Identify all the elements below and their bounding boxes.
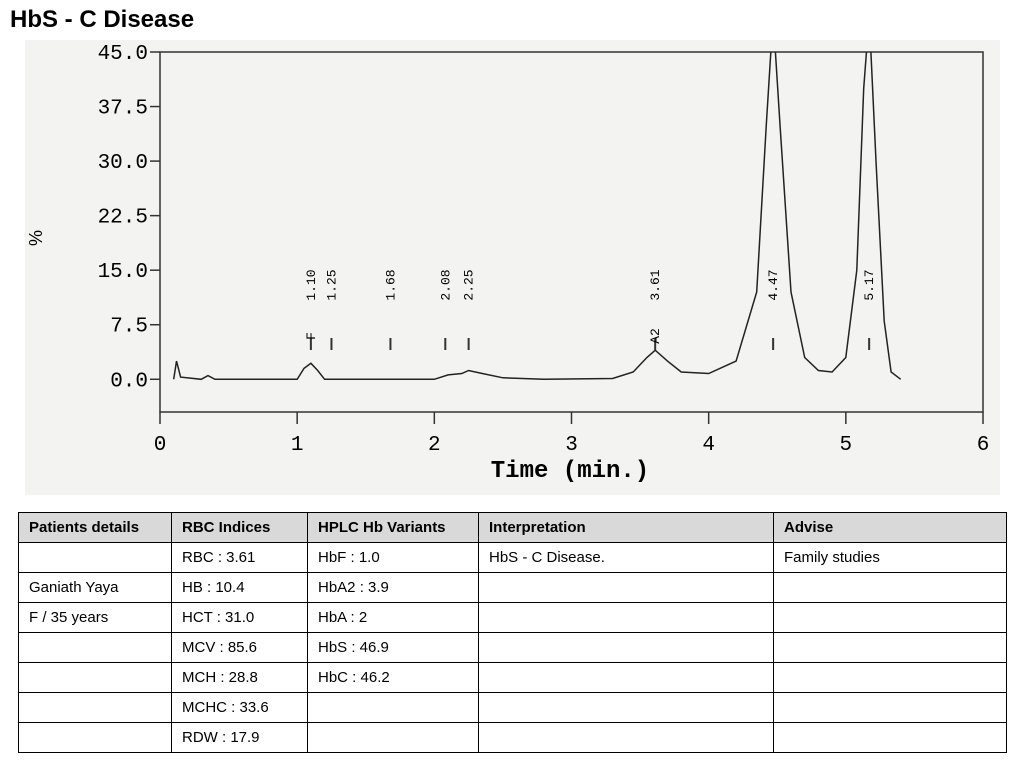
table-cell: MCHC : 33.6 (171, 692, 308, 723)
table-cell (773, 632, 1007, 663)
table-row: Ganiath Yaya HB : 10.4 HbA2 : 3.9 (18, 572, 1007, 603)
header-row: Patients details RBC Indices HPLC Hb Varia… (18, 512, 1007, 543)
x-tick-label: 6 (977, 434, 990, 457)
table-cell: Family studies (773, 542, 1007, 573)
table-row: RBC : 3.61 HbF : 1.0 HbS - C Disease. Famil… (18, 542, 1007, 573)
y-tick-label: 15.0 (98, 261, 148, 284)
table-cell (478, 602, 774, 633)
peak-time: 4.47 (766, 269, 781, 300)
table-cell (773, 602, 1007, 633)
table-cell: HbS - C Disease. (478, 542, 774, 573)
table-cell (18, 692, 172, 723)
table-row: MCH : 28.8 HbC : 46.2 (18, 662, 1007, 693)
chromatogram-trace (172, 52, 902, 381)
table-cell (307, 692, 479, 723)
header-cell: Patients details (18, 512, 172, 543)
table-cell: RDW : 17.9 (171, 722, 308, 753)
table-cell: HbF : 1.0 (307, 542, 479, 573)
y-axis-label: % (26, 230, 46, 246)
x-tick-label: 3 (565, 434, 578, 457)
table-cell (18, 632, 172, 663)
header-cell: HPLC Hb Variants (307, 512, 479, 543)
table-cell: HB : 10.4 (171, 572, 308, 603)
table-row: F / 35 years HCT : 31.0 HbA : 2 (18, 602, 1007, 633)
table-cell (773, 692, 1007, 723)
y-tick-label: 22.5 (98, 207, 148, 230)
x-axis-label: Time (min.) (491, 458, 649, 485)
x-tick-label: 5 (840, 434, 853, 457)
table-cell (478, 572, 774, 603)
table-cell: RBC : 3.61 (171, 542, 308, 573)
peak-name: F (304, 332, 319, 340)
x-tick-label: 2 (428, 434, 441, 457)
x-tick-label: 1 (291, 434, 304, 457)
y-tick-label: 45.0 (98, 43, 148, 66)
results-table: Patients details RBC Indices HPLC Hb Varia… (18, 512, 1007, 753)
header-cell: Interpretation (478, 512, 774, 543)
y-tick-label: 37.5 (98, 98, 148, 121)
peak-time: 2.25 (462, 269, 477, 300)
plot-area (172, 52, 902, 381)
x-tick-label: 4 (702, 434, 715, 457)
table-cell: HbC : 46.2 (307, 662, 479, 693)
table-cell: F / 35 years (18, 602, 172, 633)
peak-time: 3.61 (648, 269, 663, 300)
table-cell (773, 662, 1007, 693)
table-cell (307, 722, 479, 753)
table-row: RDW : 17.9 (18, 722, 1007, 753)
scan-background (25, 40, 1000, 495)
peak-time: 1.10 (304, 269, 319, 300)
table-cell: Ganiath Yaya (18, 572, 172, 603)
table-cell (773, 722, 1007, 753)
table-cell: HbA2 : 3.9 (307, 572, 479, 603)
table-cell: HbA : 2 (307, 602, 479, 633)
table-cell (18, 662, 172, 693)
slide-title: HbS - C Disease (10, 6, 195, 33)
table-cell (478, 662, 774, 693)
y-tick-label: 7.5 (110, 316, 148, 339)
x-tick-label: 0 (154, 434, 167, 457)
table-cell: HCT : 31.0 (171, 602, 308, 633)
table-cell (18, 542, 172, 573)
peak-name: A2 (648, 328, 663, 344)
header-cell: Advise (773, 512, 1007, 543)
table-cell: HbS : 46.9 (307, 632, 479, 663)
table-cell (478, 632, 774, 663)
table-row: MCV : 85.6 HbS : 46.9 (18, 632, 1007, 663)
table-cell (478, 722, 774, 753)
table-cell (18, 722, 172, 753)
table-cell: MCH : 28.8 (171, 662, 308, 693)
header-cell: RBC Indices (171, 512, 308, 543)
table-row: MCHC : 33.6 (18, 692, 1007, 723)
y-tick-label: 0.0 (110, 370, 148, 393)
table-cell (478, 692, 774, 723)
peak-time: 5.17 (862, 269, 877, 300)
table-cell: MCV : 85.6 (171, 632, 308, 663)
table-cell (773, 572, 1007, 603)
peak-time: 1.25 (324, 269, 339, 300)
peak-time: 2.08 (438, 269, 453, 300)
peak-time: 1.68 (383, 269, 398, 300)
y-tick-label: 30.0 (98, 152, 148, 175)
chromatogram: Time (min.) % 0.0 7.5 15.0 22.5 30.0 37.5 45.0… (25, 40, 1000, 495)
